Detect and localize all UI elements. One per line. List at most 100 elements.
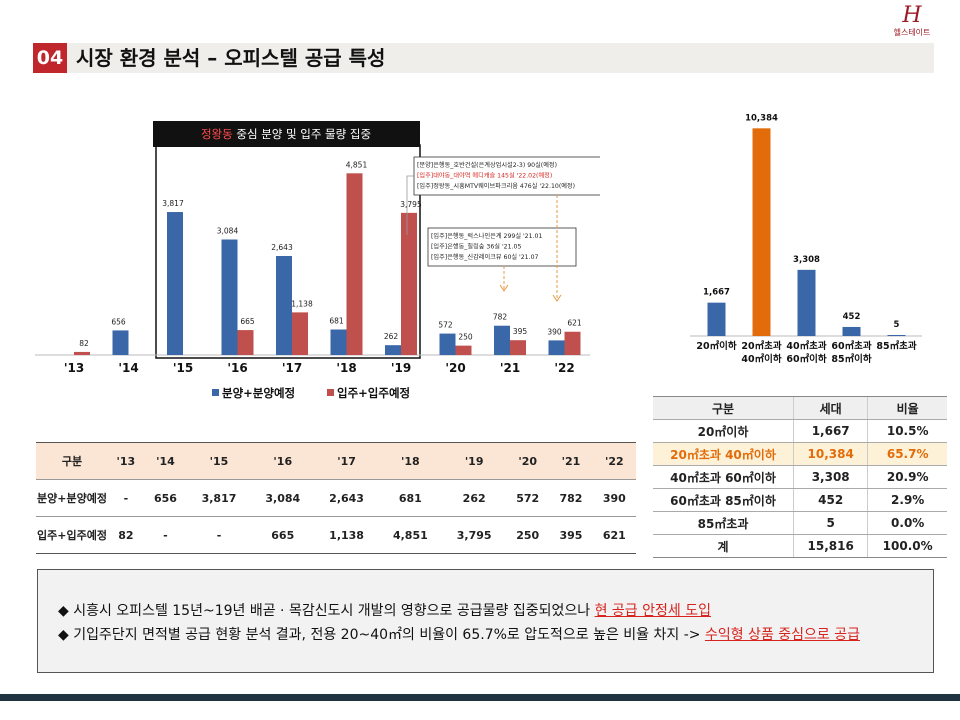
- bar-value-label: 1,667: [703, 288, 730, 298]
- table-cell: 2.9%: [867, 488, 947, 512]
- row-label: 분양+분양예정: [36, 479, 108, 517]
- table-cell: 262: [442, 479, 507, 517]
- table-cell: 계: [653, 534, 794, 558]
- table-header-cell: '16: [250, 442, 315, 480]
- x-tick-label: '22: [554, 361, 574, 375]
- title-bar: [33, 43, 934, 73]
- callout-line: [입주]대야동_대야역 메디캐슬 145실 '22.02(예정): [417, 172, 552, 180]
- bar-supply: [494, 325, 510, 355]
- bar-value-label: 452: [843, 312, 861, 322]
- table-cell: 665: [250, 516, 315, 554]
- summary-line-2: ◆ 기입주단지 면적별 공급 현황 분석 결과, 전용 20~40㎡의 비율이 …: [58, 624, 860, 644]
- table-header-cell: '18: [378, 442, 443, 480]
- bar-value-label: 390: [547, 327, 562, 336]
- summary-box: ◆ 시흥시 오피스텔 15년~19년 배곧 · 목감신도시 개발의 영향으로 공…: [37, 569, 934, 673]
- legend-label: 입주+입주예정: [337, 386, 410, 400]
- bar-value-label: 782: [493, 313, 508, 322]
- table-cell: 1,138: [314, 516, 379, 554]
- table-cell: 15,816: [792, 534, 868, 558]
- table-header-cell: '20: [506, 442, 550, 480]
- supply-occupancy-bar-chart: 정왕동 중심 분양 및 입주 물량 집중 82 '13 656 '14 3,817 '15 3…: [35, 121, 600, 400]
- bar-occupancy: [346, 173, 363, 355]
- x-tick-label: '19: [391, 361, 411, 375]
- bar-value-label: 10,384: [745, 113, 778, 123]
- bar-value-label: 3,817: [162, 199, 184, 208]
- table-cell: 20㎡이하: [653, 419, 794, 443]
- page-title: 시장 환경 분석 – 오피스텔 공급 특성: [76, 46, 386, 70]
- bar-supply: [167, 212, 183, 355]
- bar-area: [842, 326, 861, 336]
- callout-connector: [406, 175, 414, 235]
- bar-occupancy: [455, 345, 472, 355]
- x-tick-label: '18: [336, 361, 356, 375]
- table-cell: 782: [549, 479, 593, 517]
- table-cell: -: [143, 516, 188, 554]
- arrow-head-2022: [552, 294, 562, 302]
- table-cell: 60㎡초과 85㎡이하: [653, 488, 794, 512]
- table-cell: 621: [592, 516, 636, 554]
- bar-supply: [548, 340, 565, 355]
- table-cell: 1,667: [792, 419, 868, 443]
- summary-line-1: ◆ 시흥시 오피스텔 15년~19년 배곧 · 목감신도시 개발의 영향으로 공…: [58, 600, 711, 620]
- table-header-cell: '13: [107, 442, 144, 480]
- bar-supply: [221, 239, 238, 355]
- table-header-cell: 세대: [792, 396, 868, 420]
- table-row: 20㎡이하 1,667 10.5%: [653, 419, 947, 443]
- bar-value-label: 262: [384, 332, 399, 341]
- callout-line: [입주]은행동_힐링숲 36실 '21.05: [431, 243, 521, 251]
- x-tick-label: 85㎡초과: [876, 340, 916, 352]
- table-cell: 85㎡초과: [653, 511, 794, 535]
- table-cell: 395: [549, 516, 593, 554]
- table-cell: 3,817: [187, 479, 251, 517]
- table-cell: 452: [792, 488, 868, 512]
- callout-line: [분양]은행동_호반건설(은계상업시설2-3) 90실(예정): [417, 161, 557, 169]
- table-header-cell: 구분: [653, 396, 794, 420]
- area-table: 구분 세대 비율 20㎡이하 1,667 10.5% 20㎡초과 40㎡이하 10,384 65…: [653, 396, 947, 558]
- bar-value-label: 572: [438, 321, 453, 330]
- arrow-head-2021: [499, 284, 509, 292]
- highlight-box-title-red: 정왕동: [201, 127, 233, 141]
- table-cell: 3,084: [250, 479, 315, 517]
- callout-line: [입주]은행동_신감레이크뷰 60실 '21.07: [431, 253, 539, 261]
- table-cell: 0.0%: [867, 511, 947, 535]
- footer-bar: [0, 694, 960, 701]
- x-tick-label: '20: [445, 361, 465, 375]
- bar-occupancy: [237, 330, 254, 355]
- x-tick-label: 20㎡이하: [696, 340, 736, 352]
- bar-value-label: 681: [329, 316, 344, 325]
- bar-value-label: 2,643: [271, 243, 293, 252]
- table-cell: 2,643: [314, 479, 379, 517]
- bar-occupancy: [510, 340, 526, 355]
- bar-supply: [439, 333, 456, 355]
- summary-line-1-text: ◆ 시흥시 오피스텔 15년~19년 배곧 · 목감신도시 개발의 영향으로 공…: [58, 603, 595, 619]
- legend-swatch: [212, 389, 219, 396]
- table-header-cell: '14: [143, 442, 188, 480]
- table-cell: 3,795: [442, 516, 507, 554]
- bar-value-label: 3,308: [793, 255, 820, 265]
- bar-value-label: 5: [894, 320, 900, 330]
- table-row: 계 15,816 100.0%: [653, 534, 947, 558]
- table-cell: 4,851: [378, 516, 443, 554]
- bar-value-label: 656: [111, 317, 126, 326]
- bar-value-label: 250: [458, 333, 473, 342]
- x-tick-label: 85㎡이하: [831, 353, 871, 365]
- table-cell: 250: [506, 516, 550, 554]
- table-row: 분양+분양예정 -656 3,817 3,084 2,643 681 262 572 782 39…: [36, 479, 636, 517]
- summary-line-1-highlight: 현 공급 안정세 도입: [594, 603, 711, 619]
- bar-value-label: 621: [567, 319, 582, 328]
- legend-label: 분양+분양예정: [222, 386, 295, 400]
- table-cell: 100.0%: [867, 534, 947, 558]
- supply-table: 구분 '13'14'15'16'17'18'19'20'21'22 분양+분양예정 -…: [36, 442, 636, 554]
- table-cell: 82: [107, 516, 144, 554]
- callout-box: [427, 227, 577, 267]
- x-tick-label: '17: [282, 361, 302, 375]
- bar-area: [752, 128, 771, 336]
- logo-text: 헬스테이트: [893, 28, 931, 37]
- callout-line: [입주]정왕동_시흥MTV웨이브파크리움 476실 '22.10(예정): [417, 182, 575, 190]
- bar-value-label: 4,851: [346, 160, 368, 169]
- table-cell: 20.9%: [867, 465, 947, 489]
- bar-supply: [112, 330, 129, 355]
- x-tick-label: 20㎡초과: [741, 340, 781, 352]
- summary-line-2-highlight: 수익형 상품 중심으로 공급: [704, 627, 860, 643]
